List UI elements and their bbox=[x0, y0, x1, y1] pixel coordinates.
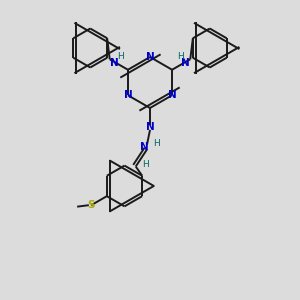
Text: N: N bbox=[146, 122, 154, 133]
Text: N: N bbox=[110, 58, 119, 68]
Text: H: H bbox=[117, 52, 124, 61]
Text: N: N bbox=[140, 142, 149, 152]
Text: N: N bbox=[146, 52, 154, 62]
Text: N: N bbox=[181, 58, 190, 68]
Text: S: S bbox=[88, 200, 95, 210]
Text: H: H bbox=[177, 52, 184, 61]
Text: H: H bbox=[142, 160, 149, 169]
Text: N: N bbox=[124, 90, 132, 100]
Text: N: N bbox=[168, 90, 176, 100]
Text: H: H bbox=[153, 140, 159, 148]
